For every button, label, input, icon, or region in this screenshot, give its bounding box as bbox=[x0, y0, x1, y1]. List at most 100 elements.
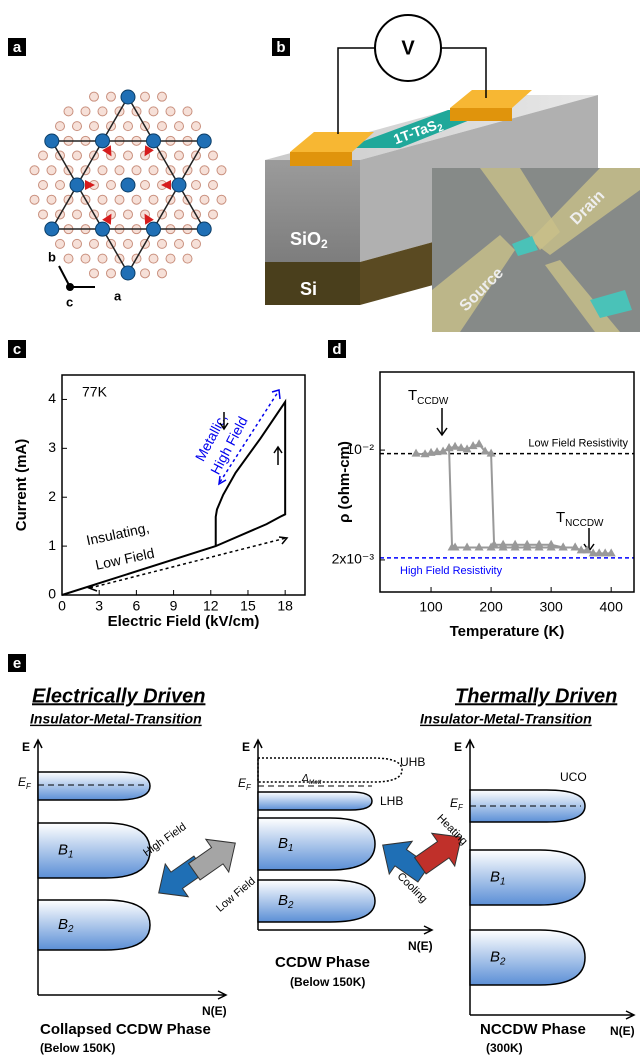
atom-s bbox=[149, 107, 158, 116]
fermi-label: EF bbox=[238, 776, 252, 792]
fermi-label: EF bbox=[450, 796, 464, 812]
x-tick-label: 300 bbox=[539, 599, 563, 615]
pad-side bbox=[290, 152, 352, 166]
figure: a b c d e b c a V 1T-TaS2 SiO2 Si Source… bbox=[0, 0, 644, 1056]
atom-s bbox=[81, 254, 90, 263]
atom-s bbox=[149, 195, 158, 204]
atom-s bbox=[132, 195, 141, 204]
atom-s bbox=[39, 210, 48, 219]
title: Thermally Driven bbox=[455, 685, 617, 707]
atom-s bbox=[141, 181, 150, 190]
atom-ta bbox=[121, 178, 135, 192]
atom-s bbox=[39, 151, 48, 160]
lattice bbox=[30, 90, 226, 280]
band bbox=[258, 758, 402, 782]
atom-s bbox=[73, 151, 82, 160]
band-name-sub: 1 bbox=[288, 843, 293, 854]
condition-label: (300K) bbox=[486, 1041, 523, 1055]
axis-label: c bbox=[66, 294, 73, 309]
y-tick-label: 3 bbox=[48, 439, 56, 455]
annotation-text: T bbox=[408, 387, 417, 404]
atom-s bbox=[90, 239, 99, 248]
panel-label: b bbox=[276, 39, 285, 56]
device bbox=[265, 15, 640, 332]
band-diagram: EN(E)UCO bbox=[454, 740, 635, 1038]
atom-s bbox=[166, 254, 175, 263]
annotation: Insulating, bbox=[85, 519, 151, 548]
atom-s bbox=[124, 151, 133, 160]
atom-s bbox=[115, 195, 124, 204]
atom-s bbox=[149, 166, 158, 175]
band bbox=[258, 792, 372, 810]
atom-s bbox=[98, 254, 107, 263]
transition-label: Low Field bbox=[214, 875, 258, 914]
atom-s bbox=[47, 195, 56, 204]
arrows-d bbox=[437, 408, 594, 551]
x-tick-label: 12 bbox=[203, 598, 219, 614]
x-tick-label: 100 bbox=[419, 599, 443, 615]
atom-s bbox=[64, 254, 73, 263]
atom-s bbox=[64, 107, 73, 116]
band-name-text: B bbox=[58, 841, 68, 858]
subtitle: Insulator-Metal-Transition bbox=[30, 711, 202, 727]
atom-s bbox=[209, 151, 218, 160]
atom-s bbox=[124, 239, 133, 248]
x-tick-label: 3 bbox=[95, 598, 103, 614]
x-tick-label: 6 bbox=[132, 598, 140, 614]
band-name-sub: 1 bbox=[68, 849, 73, 860]
phase-label: CCDW Phase bbox=[275, 954, 370, 971]
atom-s bbox=[175, 239, 184, 248]
band bbox=[470, 930, 585, 985]
atom-s bbox=[209, 181, 218, 190]
atom-ta bbox=[172, 178, 186, 192]
atom-s bbox=[192, 122, 201, 131]
substrate-label: Si bbox=[300, 279, 317, 299]
panel-label: d bbox=[332, 341, 341, 358]
band-label: UCO bbox=[560, 770, 587, 784]
x-tick-label: 0 bbox=[58, 598, 66, 614]
arrow bbox=[437, 408, 447, 435]
atom-s bbox=[141, 269, 150, 278]
atom-ta bbox=[197, 222, 211, 236]
atom-s bbox=[47, 166, 56, 175]
atom-s bbox=[107, 92, 116, 101]
x-axis-label: Electric Field (kV/cm) bbox=[108, 613, 260, 630]
atom-s bbox=[107, 269, 116, 278]
atom-s bbox=[192, 239, 201, 248]
annotation: 77K bbox=[82, 384, 108, 400]
atom-s bbox=[200, 166, 209, 175]
band bbox=[470, 790, 585, 822]
gap-label-sub: Mott bbox=[309, 779, 323, 786]
atom-ta bbox=[197, 134, 211, 148]
atom-s bbox=[124, 210, 133, 219]
atom-s bbox=[175, 210, 184, 219]
atom-s bbox=[132, 166, 141, 175]
axis-origin bbox=[67, 284, 73, 290]
meter-label: V bbox=[401, 37, 415, 59]
annotation-sub: CCDW bbox=[417, 396, 449, 407]
fermi-label-sub: F bbox=[246, 783, 252, 792]
series-line bbox=[416, 444, 611, 553]
band-name-text: B bbox=[490, 948, 500, 965]
atom-ta bbox=[121, 90, 135, 104]
band-name-text: B bbox=[58, 916, 68, 933]
atom-ta bbox=[121, 266, 135, 280]
star-line bbox=[52, 97, 204, 229]
atom-s bbox=[73, 210, 82, 219]
energy-axis-label: E bbox=[242, 740, 250, 754]
band bbox=[258, 880, 375, 922]
y-tick-label: 2 bbox=[48, 488, 56, 504]
band-label: UHB bbox=[400, 755, 425, 769]
atom-s bbox=[107, 181, 116, 190]
band-name-text: B bbox=[278, 835, 288, 852]
band-name-sub: 2 bbox=[287, 900, 294, 911]
chart: Low Field ResistivityHigh Field Resistiv… bbox=[332, 372, 634, 640]
band bbox=[470, 850, 585, 905]
condition-label: (Below 150K) bbox=[40, 1041, 115, 1055]
axis-label: a bbox=[114, 288, 122, 303]
dos-axis-label: N(E) bbox=[610, 1024, 635, 1038]
atom-s bbox=[217, 195, 226, 204]
phase-label: Collapsed CCDW Phase bbox=[40, 1021, 211, 1038]
oxide-sub: 2 bbox=[321, 237, 328, 251]
arrow bbox=[584, 528, 594, 551]
